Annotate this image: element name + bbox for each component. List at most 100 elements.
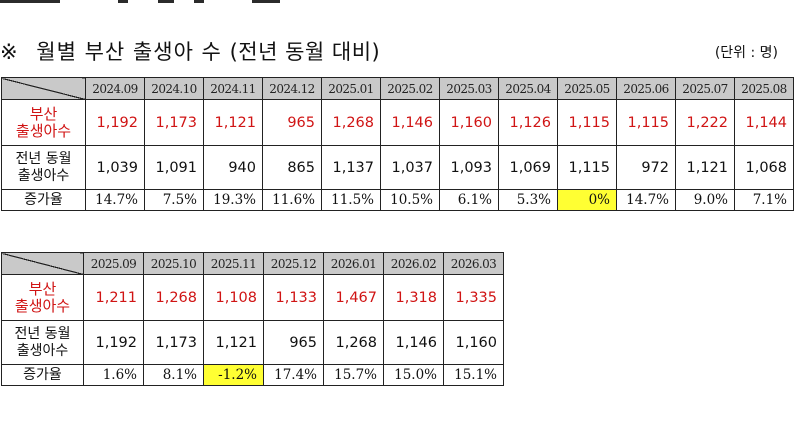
growth-rate-cell: -1.2%	[203, 364, 264, 386]
corner-cell	[1, 252, 84, 275]
prev-year-cell: 972	[616, 145, 676, 190]
growth-rate-cell: 15.0%	[383, 364, 444, 386]
busan-births-cell: 965	[262, 99, 322, 146]
month-header: 2024.09	[85, 77, 145, 100]
growth-rate-cell: 0%	[557, 189, 617, 211]
busan-births-label: 부산 출생아수	[1, 99, 86, 146]
prev-year-cell: 1,037	[380, 145, 440, 190]
heading-title: 월별 부산 출생아 수	[36, 40, 222, 64]
month-header: 2025.12	[263, 252, 324, 275]
growth-rate-cell: 11.6%	[262, 189, 322, 211]
busan-births-label: 부산 출생아수	[1, 274, 84, 321]
growth-rate-cell: 19.3%	[203, 189, 263, 211]
busan-births-row: 부산 출생아수 1,192 1,173 1,121 965 1,268 1,146…	[1, 99, 794, 146]
prev-year-cell: 965	[263, 320, 324, 365]
month-header: 2025.01	[321, 77, 381, 100]
month-header-row: 2024.09 2024.10 2024.11 2024.12 2025.01 …	[1, 77, 794, 100]
prev-year-cell: 1,137	[321, 145, 381, 190]
prev-year-cell: 1,160	[443, 320, 504, 365]
busan-births-cell: 1,192	[85, 99, 145, 146]
growth-rate-cell: 7.1%	[734, 189, 794, 211]
month-header: 2024.12	[262, 77, 322, 100]
month-header-row: 2025.09 2025.10 2025.11 2025.12 2026.01 …	[1, 252, 504, 275]
month-header: 2025.08	[734, 77, 794, 100]
growth-rate-cell: 9.0%	[675, 189, 735, 211]
growth-rate-label: 증가율	[1, 189, 86, 211]
month-header: 2025.04	[498, 77, 558, 100]
busan-births-row: 부산 출생아수 1,211 1,268 1,108 1,133 1,467 1,3…	[1, 274, 504, 321]
prev-year-cell: 1,121	[203, 320, 264, 365]
growth-rate-cell: 1.6%	[83, 364, 144, 386]
month-header: 2025.09	[83, 252, 144, 275]
page-heading: ※ 월별 부산 출생아 수 (전년 동월 대비)	[0, 36, 380, 66]
month-header: 2025.02	[380, 77, 440, 100]
month-header: 2024.10	[144, 77, 204, 100]
prev-year-cell: 1,115	[557, 145, 617, 190]
prev-year-cell: 1,268	[323, 320, 384, 365]
prev-year-cell: 1,091	[144, 145, 204, 190]
corner-cell	[1, 77, 86, 100]
growth-rate-cell: 14.7%	[616, 189, 676, 211]
prev-year-cell: 1,146	[383, 320, 444, 365]
growth-rate-cell: 15.7%	[323, 364, 384, 386]
busan-births-cell: 1,268	[321, 99, 381, 146]
growth-rate-cell: 5.3%	[498, 189, 558, 211]
month-header: 2026.02	[383, 252, 444, 275]
month-header: 2025.07	[675, 77, 735, 100]
month-header: 2026.01	[323, 252, 384, 275]
busan-births-cell: 1,318	[383, 274, 444, 321]
busan-births-cell: 1,108	[203, 274, 264, 321]
prev-year-cell: 1,068	[734, 145, 794, 190]
growth-rate-cell: 7.5%	[144, 189, 204, 211]
heading-subtitle: (전년 동월 대비)	[229, 40, 381, 64]
busan-births-cell: 1,133	[263, 274, 324, 321]
growth-rate-row: 증가율 1.6% 8.1% -1.2% 17.4% 15.7% 15.0% 15…	[1, 364, 504, 386]
growth-rate-cell: 14.7%	[85, 189, 145, 211]
busan-births-cell: 1,211	[83, 274, 144, 321]
growth-rate-cell: 10.5%	[380, 189, 440, 211]
prev-year-cell: 1,173	[143, 320, 204, 365]
reference-mark: ※	[0, 40, 19, 64]
busan-births-cell: 1,335	[443, 274, 504, 321]
cropped-top-text	[0, 0, 800, 8]
growth-rate-cell: 11.5%	[321, 189, 381, 211]
busan-births-cell: 1,222	[675, 99, 735, 146]
prev-year-label: 전년 동월 출생아수	[1, 320, 84, 365]
prev-year-cell: 1,069	[498, 145, 558, 190]
prev-year-cell: 940	[203, 145, 263, 190]
prev-year-cell: 1,121	[675, 145, 735, 190]
month-header: 2025.06	[616, 77, 676, 100]
month-header: 2025.03	[439, 77, 499, 100]
prev-year-cell: 1,039	[85, 145, 145, 190]
busan-births-cell: 1,268	[143, 274, 204, 321]
month-header: 2025.10	[143, 252, 204, 275]
month-header: 2025.05	[557, 77, 617, 100]
growth-rate-row: 증가율 14.7% 7.5% 19.3% 11.6% 11.5% 10.5% 6…	[1, 189, 794, 211]
busan-births-cell: 1,126	[498, 99, 558, 146]
prev-year-row: 전년 동월 출생아수 1,039 1,091 940 865 1,137 1,03…	[1, 145, 794, 190]
busan-births-cell: 1,115	[616, 99, 676, 146]
growth-rate-cell: 15.1%	[443, 364, 504, 386]
busan-births-cell: 1,121	[203, 99, 263, 146]
busan-births-cell: 1,115	[557, 99, 617, 146]
growth-rate-label: 증가율	[1, 364, 84, 386]
month-header: 2025.11	[203, 252, 264, 275]
prev-year-cell: 1,192	[83, 320, 144, 365]
prev-year-cell: 1,093	[439, 145, 499, 190]
birth-table-2: 2025.09 2025.10 2025.11 2025.12 2026.01 …	[1, 252, 504, 386]
busan-births-cell: 1,467	[323, 274, 384, 321]
prev-year-cell: 865	[262, 145, 322, 190]
growth-rate-cell: 8.1%	[143, 364, 204, 386]
busan-births-cell: 1,146	[380, 99, 440, 146]
month-header: 2024.11	[203, 77, 263, 100]
busan-births-cell: 1,160	[439, 99, 499, 146]
busan-births-cell: 1,144	[734, 99, 794, 146]
prev-year-label: 전년 동월 출생아수	[1, 145, 86, 190]
unit-label: (단위 : 명)	[714, 45, 778, 61]
growth-rate-cell: 6.1%	[439, 189, 499, 211]
busan-births-cell: 1,173	[144, 99, 204, 146]
month-header: 2026.03	[443, 252, 504, 275]
birth-table-1: 2024.09 2024.10 2024.11 2024.12 2025.01 …	[1, 77, 794, 211]
prev-year-row: 전년 동월 출생아수 1,192 1,173 1,121 965 1,268 1,…	[1, 320, 504, 365]
growth-rate-cell: 17.4%	[263, 364, 324, 386]
